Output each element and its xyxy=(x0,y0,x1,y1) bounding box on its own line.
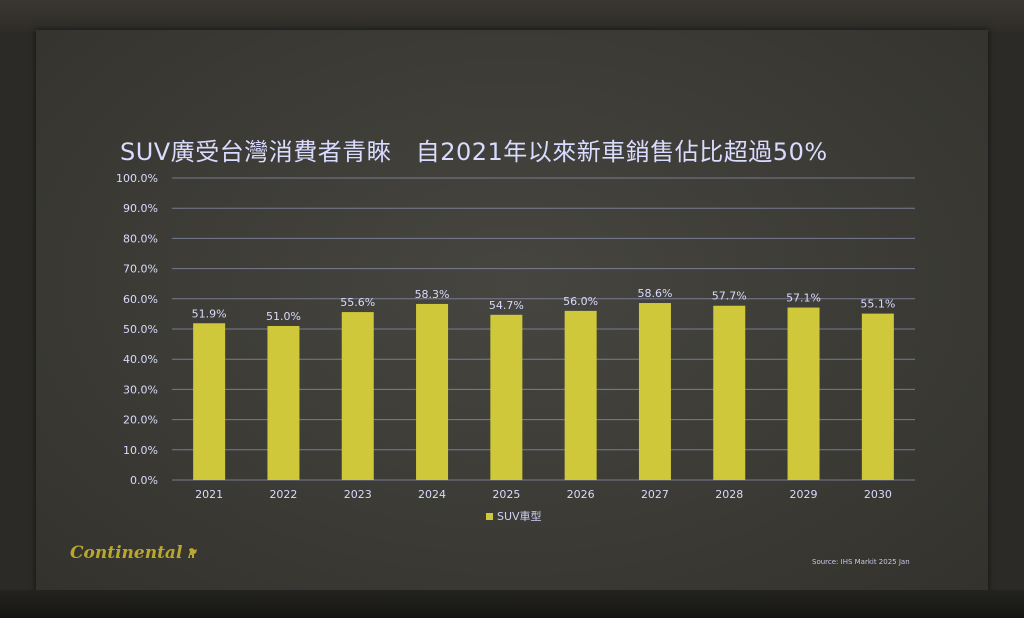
x-axis-ticks: 2021 2022 2023 2024 2025 2026 2027 2028 2029 2030 xyxy=(195,488,892,501)
y-tick-label: 40.0% xyxy=(123,353,158,366)
y-tick-label: 100.0% xyxy=(116,172,158,185)
y-tick-label: 0.0% xyxy=(130,474,158,487)
continental-logo: Continental xyxy=(70,543,199,563)
room-floor-bottom xyxy=(0,590,1024,618)
bar xyxy=(861,313,894,480)
data-label: 55.1% xyxy=(860,298,895,311)
room-wall-top xyxy=(0,0,1024,32)
x-tick-label: 2026 xyxy=(567,488,595,501)
x-tick-label: 2022 xyxy=(269,488,297,501)
y-tick-label: 10.0% xyxy=(123,444,158,457)
x-tick-label: 2021 xyxy=(195,488,223,501)
bar xyxy=(638,303,671,480)
data-label: 55.6% xyxy=(340,296,375,309)
bar xyxy=(416,303,449,480)
bars xyxy=(193,303,894,480)
x-tick-label: 2023 xyxy=(344,488,372,501)
data-label: 51.0% xyxy=(266,310,301,323)
bar xyxy=(193,323,226,480)
legend: SUV車型 xyxy=(486,508,542,524)
slide-title: SUV廣受台灣消費者青睞 自2021年以來新車銷售佔比超過50% xyxy=(120,138,828,166)
y-axis-ticks: 0.0% 10.0% 20.0% 30.0% 40.0% 50.0% 60.0% 70.0% 8… xyxy=(116,172,158,487)
x-tick-label: 2024 xyxy=(418,488,446,501)
bar xyxy=(787,307,820,480)
legend-label: SUV車型 xyxy=(497,510,542,523)
data-label: 57.1% xyxy=(786,292,821,305)
x-tick-label: 2027 xyxy=(641,488,669,501)
data-label: 56.0% xyxy=(563,295,598,308)
projection-screen xyxy=(36,30,988,592)
y-tick-label: 70.0% xyxy=(123,263,158,276)
data-label: 58.6% xyxy=(637,287,672,300)
data-label: 54.7% xyxy=(489,299,524,312)
legend-swatch xyxy=(486,512,493,520)
bar xyxy=(267,325,300,480)
bar xyxy=(490,314,523,480)
y-tick-label: 50.0% xyxy=(123,323,158,336)
bar xyxy=(713,305,746,480)
x-tick-label: 2030 xyxy=(864,488,892,501)
bar xyxy=(341,312,374,480)
x-tick-label: 2028 xyxy=(715,488,743,501)
y-tick-label: 80.0% xyxy=(123,232,158,245)
y-tick-label: 20.0% xyxy=(123,414,158,427)
y-tick-label: 30.0% xyxy=(123,383,158,396)
x-tick-label: 2029 xyxy=(790,488,818,501)
data-label: 51.9% xyxy=(192,307,227,320)
y-tick-label: 90.0% xyxy=(123,202,158,215)
bar xyxy=(564,310,597,480)
data-labels: 51.9% 51.0% 55.6% 58.3% 54.7% 56.0% 58.6% 57.7%… xyxy=(192,287,896,323)
logo-text: Continental xyxy=(70,543,183,563)
y-tick-label: 60.0% xyxy=(123,293,158,306)
horse-icon xyxy=(188,548,198,558)
source-note: Source: IHS Markit 2025 Jan xyxy=(812,558,910,566)
data-label: 58.3% xyxy=(415,288,450,301)
data-label: 57.7% xyxy=(712,290,747,303)
x-tick-label: 2025 xyxy=(492,488,520,501)
